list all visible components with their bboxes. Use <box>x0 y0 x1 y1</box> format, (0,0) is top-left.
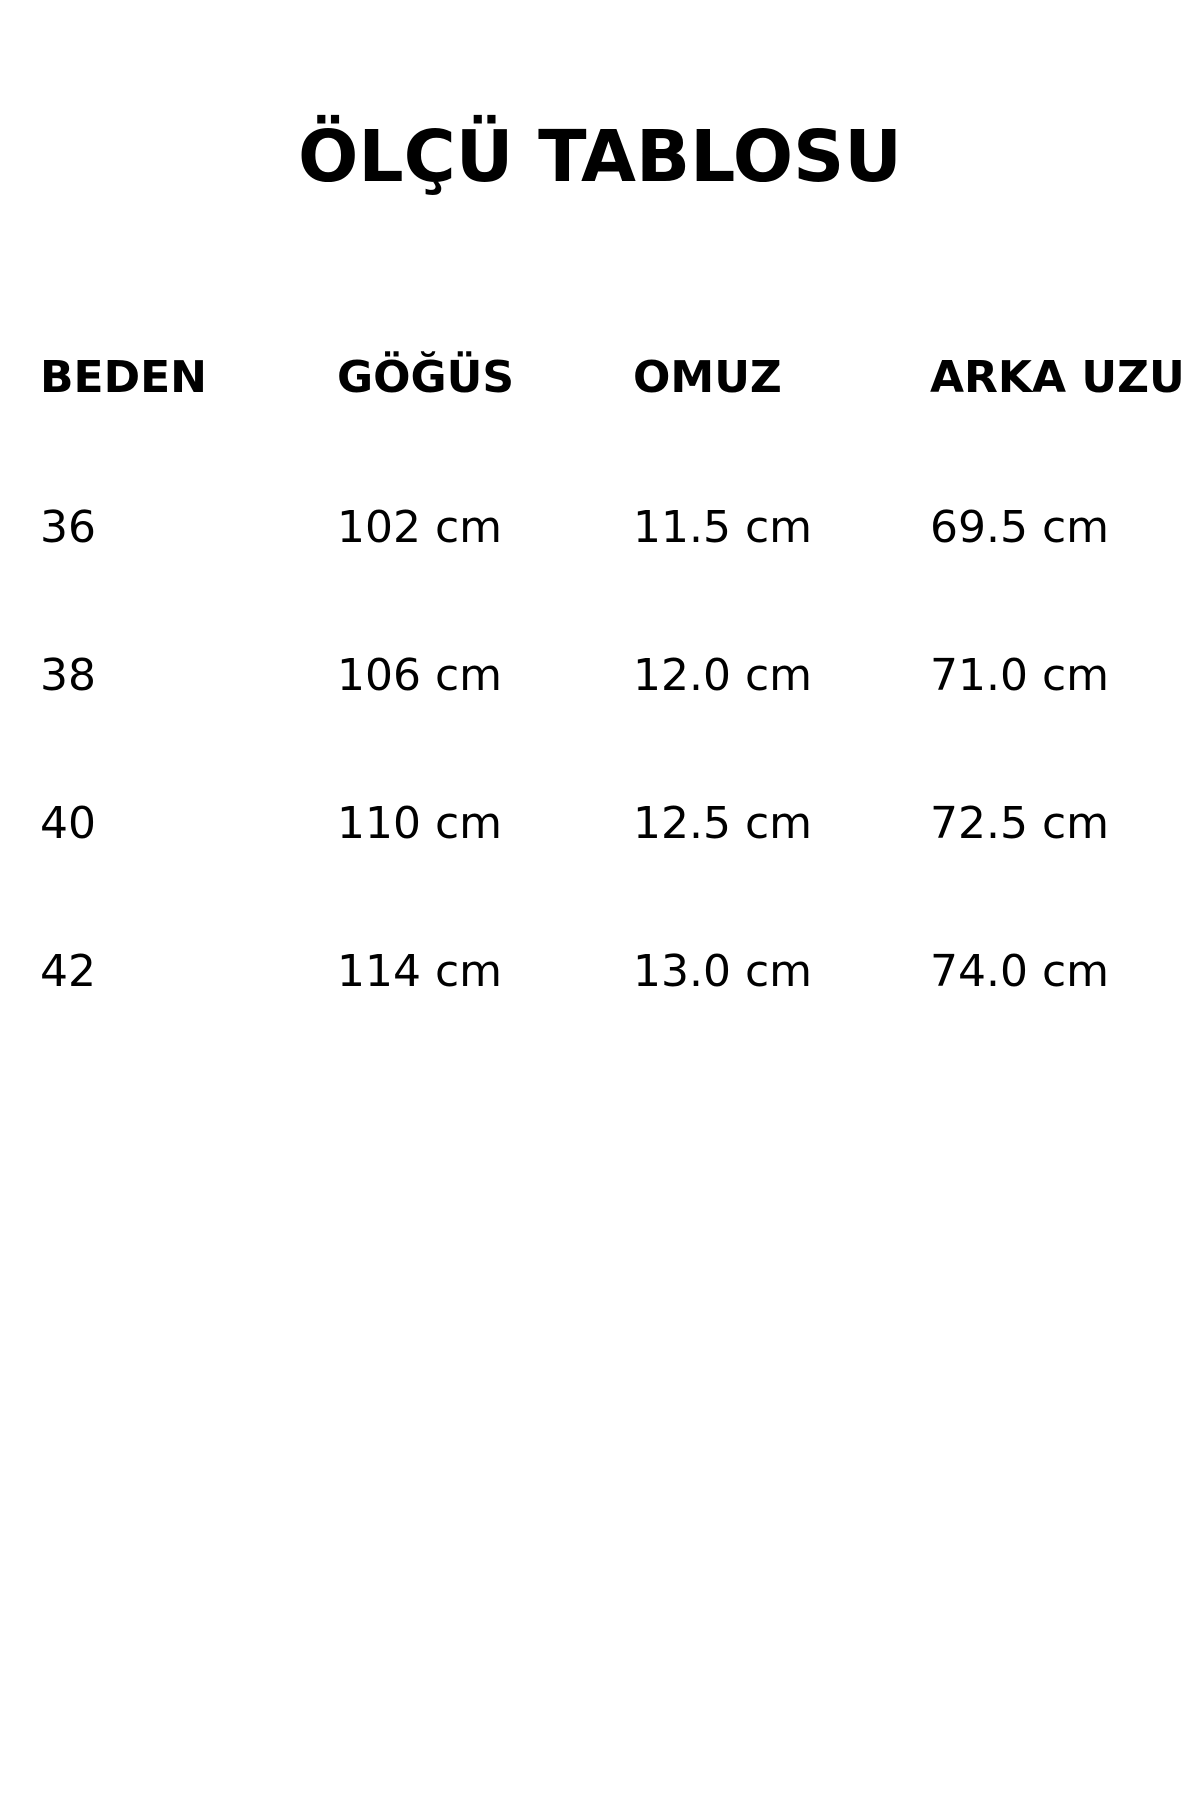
shoulder-cell: 11.5 cm <box>633 502 813 553</box>
header-back-length: ARKA UZU <box>930 352 1185 403</box>
shoulder-cell: 12.5 cm <box>633 798 813 849</box>
size-cell: 38 <box>40 650 96 701</box>
table-header: BEDEN GÖĞÜS OMUZ ARKA UZU <box>0 348 1200 408</box>
chest-cell: 114 cm <box>337 946 503 997</box>
back-length-cell: 74.0 cm <box>930 946 1110 997</box>
back-length-cell: 71.0 cm <box>930 650 1110 701</box>
header-size: BEDEN <box>40 352 207 403</box>
header-shoulder: OMUZ <box>633 352 782 403</box>
page-title: ÖLÇÜ TABLOSU <box>298 115 902 198</box>
size-cell: 42 <box>40 946 96 997</box>
chest-cell: 102 cm <box>337 502 503 553</box>
size-cell: 36 <box>40 502 96 553</box>
back-length-cell: 69.5 cm <box>930 502 1110 553</box>
table-row: 40 110 cm 12.5 cm 72.5 cm <box>0 794 1200 854</box>
chest-cell: 106 cm <box>337 650 503 701</box>
size-cell: 40 <box>40 798 96 849</box>
table-row: 42 114 cm 13.0 cm 74.0 cm <box>0 942 1200 1002</box>
shoulder-cell: 12.0 cm <box>633 650 813 701</box>
back-length-cell: 72.5 cm <box>930 798 1110 849</box>
table-row: 36 102 cm 11.5 cm 69.5 cm <box>0 498 1200 558</box>
shoulder-cell: 13.0 cm <box>633 946 813 997</box>
table-row: 38 106 cm 12.0 cm 71.0 cm <box>0 646 1200 706</box>
chest-cell: 110 cm <box>337 798 503 849</box>
header-chest: GÖĞÜS <box>337 352 515 403</box>
